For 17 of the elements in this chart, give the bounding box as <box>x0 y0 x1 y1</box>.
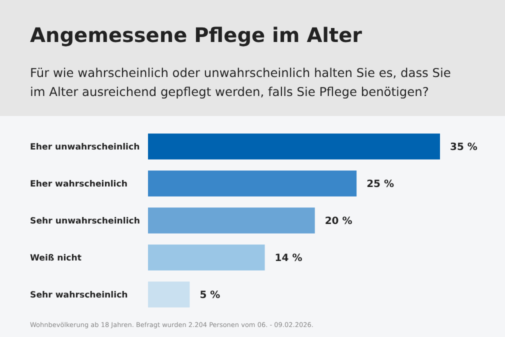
y-tick-label: Eher wahrscheinlich <box>30 180 128 190</box>
y-tick-label: Eher unwahrscheinlich <box>30 142 140 153</box>
bar <box>148 208 315 234</box>
bar <box>148 282 190 308</box>
data-label: 25 % <box>366 179 394 190</box>
y-tick-label: Weiß nicht <box>30 254 82 264</box>
data-label: 5 % <box>200 290 220 301</box>
data-label: 35 % <box>450 142 478 153</box>
data-label: 14 % <box>274 253 302 264</box>
y-tick-label: Sehr wahrscheinlich <box>30 290 128 301</box>
bar <box>148 170 357 196</box>
bar <box>148 244 265 270</box>
data-label: 20 % <box>324 216 352 227</box>
bar <box>148 134 440 160</box>
chart-title: Angemessene Pflege im Alter <box>30 23 362 47</box>
y-tick-label: Sehr unwahrscheinlich <box>30 216 140 227</box>
chart-subtitle: Für wie wahrscheinlich oder unwahrscheinlich halten Sie es, dass Sie im Alter ausreichend gepflegt werden, falls Sie Pflege benötigen? <box>30 66 451 99</box>
